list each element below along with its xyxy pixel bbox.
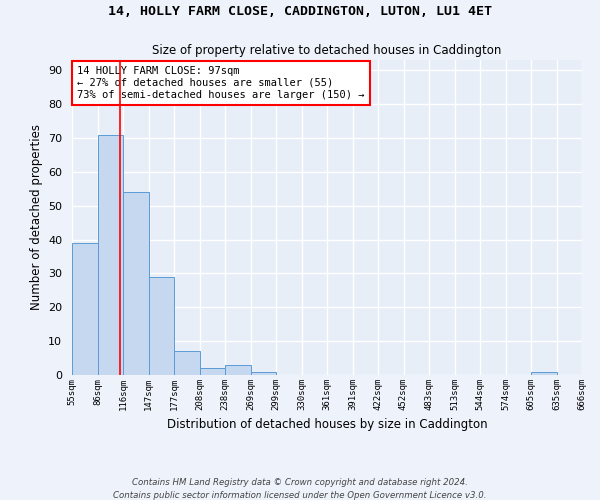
Bar xyxy=(174,352,199,375)
Bar xyxy=(199,368,225,375)
Bar xyxy=(531,372,557,375)
Bar xyxy=(97,134,123,375)
Y-axis label: Number of detached properties: Number of detached properties xyxy=(29,124,43,310)
X-axis label: Distribution of detached houses by size in Caddington: Distribution of detached houses by size … xyxy=(167,418,487,432)
Bar xyxy=(225,365,251,375)
Bar xyxy=(251,372,276,375)
Bar xyxy=(149,277,174,375)
Text: Contains HM Land Registry data © Crown copyright and database right 2024.
Contai: Contains HM Land Registry data © Crown c… xyxy=(113,478,487,500)
Bar xyxy=(72,243,97,375)
Text: 14 HOLLY FARM CLOSE: 97sqm
← 27% of detached houses are smaller (55)
73% of semi: 14 HOLLY FARM CLOSE: 97sqm ← 27% of deta… xyxy=(77,66,365,100)
Text: 14, HOLLY FARM CLOSE, CADDINGTON, LUTON, LU1 4ET: 14, HOLLY FARM CLOSE, CADDINGTON, LUTON,… xyxy=(108,5,492,18)
Bar xyxy=(123,192,149,375)
Title: Size of property relative to detached houses in Caddington: Size of property relative to detached ho… xyxy=(152,44,502,58)
